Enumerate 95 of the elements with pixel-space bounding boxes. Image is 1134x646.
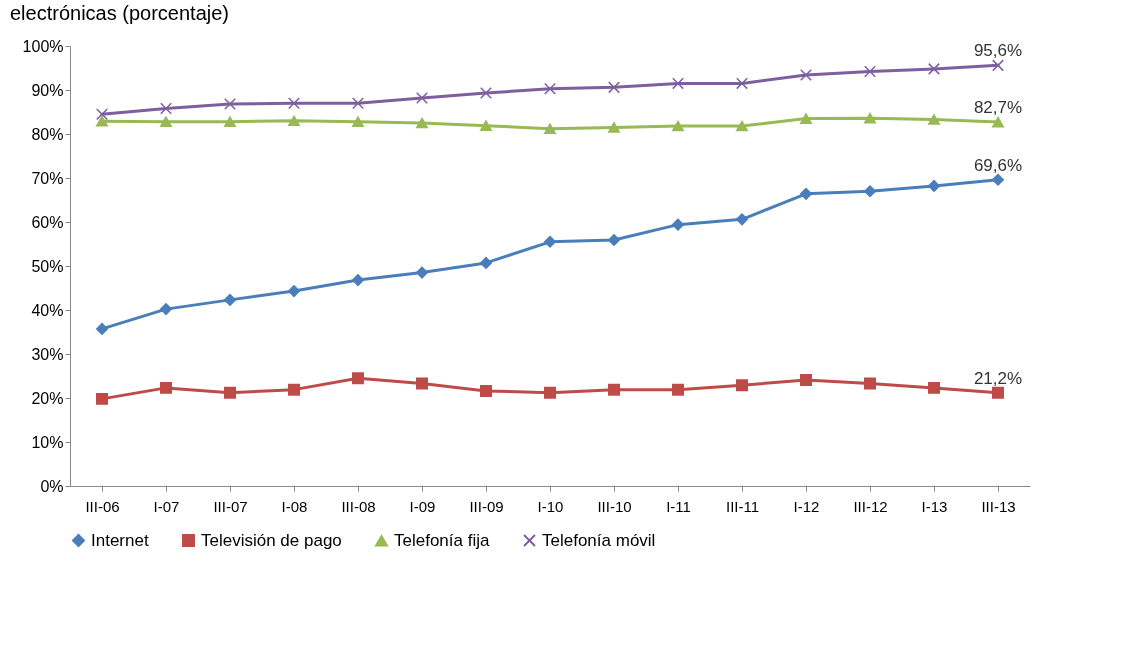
point — [608, 383, 620, 396]
point — [224, 293, 236, 306]
point — [928, 62, 940, 75]
x-tick-label: III-12 — [853, 497, 888, 515]
x-tick-label: I-07 — [153, 497, 180, 515]
y-tick-label: 0% — [40, 477, 64, 495]
point — [800, 113, 812, 124]
point — [864, 377, 876, 390]
point — [352, 274, 364, 287]
point — [288, 115, 300, 127]
legend-label: Telefonía móvil — [542, 530, 656, 550]
point — [544, 82, 556, 95]
point — [928, 179, 940, 192]
legend-label: Telefonía fija — [394, 530, 490, 550]
y-tick-label: 80% — [31, 125, 64, 143]
y-tick-label: 70% — [31, 169, 64, 187]
y-tick-label: 30% — [31, 345, 64, 363]
point — [544, 386, 556, 399]
point — [544, 123, 556, 135]
point — [736, 77, 748, 90]
point — [480, 120, 492, 131]
point — [288, 285, 300, 298]
point — [672, 383, 684, 396]
point — [800, 69, 812, 82]
point — [96, 115, 108, 127]
x-tick-label: III-10 — [597, 497, 632, 515]
point — [224, 98, 236, 111]
point — [160, 381, 172, 394]
point — [544, 235, 556, 248]
y-tick-label: 60% — [31, 213, 64, 231]
y-tick-label: 50% — [31, 257, 64, 275]
point — [288, 97, 300, 110]
point — [160, 116, 172, 127]
point — [160, 102, 172, 115]
legend-label: Televisión de pago — [201, 530, 342, 550]
point — [288, 383, 300, 396]
point — [352, 116, 364, 127]
data-label: 82,7% — [973, 98, 1023, 118]
point — [864, 65, 876, 78]
x-tick-label: III-11 — [725, 497, 760, 515]
point — [992, 386, 1004, 399]
point — [416, 117, 428, 129]
point — [864, 112, 876, 124]
point — [672, 77, 684, 90]
point — [736, 379, 748, 392]
point — [480, 384, 492, 397]
point — [736, 120, 748, 132]
point — [96, 108, 108, 121]
point — [96, 322, 108, 335]
data-label: 69,6% — [973, 155, 1023, 175]
point — [800, 373, 812, 386]
point — [480, 87, 492, 100]
y-tick-label: 100% — [22, 37, 64, 55]
y-tick-label: 90% — [31, 81, 64, 99]
point — [96, 392, 108, 405]
chart-title: electrónicas (porcentaje) — [10, 2, 229, 24]
point — [224, 386, 236, 399]
point — [160, 303, 172, 316]
x-tick-label: I-12 — [793, 497, 820, 515]
y-tick-label: 10% — [31, 433, 64, 451]
point — [608, 81, 620, 94]
point — [416, 91, 428, 104]
point — [864, 185, 876, 198]
x-tick-label: I-13 — [921, 497, 948, 515]
point — [608, 122, 620, 133]
data-label: 95,6% — [973, 41, 1023, 61]
point — [992, 116, 1004, 128]
point — [800, 187, 812, 200]
point — [672, 218, 684, 231]
legend-label: Internet — [91, 530, 149, 550]
x-tick-label: III-06 — [85, 497, 120, 515]
point — [992, 59, 1004, 72]
point — [352, 97, 364, 110]
point — [736, 213, 748, 226]
y-tick-label: 20% — [31, 389, 64, 407]
y-tick-label: 40% — [31, 301, 64, 319]
point — [672, 120, 684, 132]
x-tick-label: I-09 — [409, 497, 436, 515]
point — [928, 114, 940, 125]
point — [928, 381, 940, 394]
point — [416, 266, 428, 279]
x-tick-label: III-08 — [341, 497, 376, 515]
point — [480, 256, 492, 269]
x-tick-label: I-11 — [666, 497, 691, 515]
data-label: 21,2% — [973, 368, 1023, 388]
point — [224, 116, 236, 127]
point — [352, 372, 364, 385]
point — [608, 234, 620, 247]
x-tick-label: III-13 — [981, 497, 1016, 515]
point — [992, 173, 1004, 186]
x-tick-label: I-08 — [281, 497, 308, 515]
x-tick-label: III-09 — [469, 497, 504, 515]
point — [416, 377, 428, 390]
x-tick-label: III-07 — [213, 497, 248, 515]
x-tick-label: I-10 — [537, 497, 564, 515]
